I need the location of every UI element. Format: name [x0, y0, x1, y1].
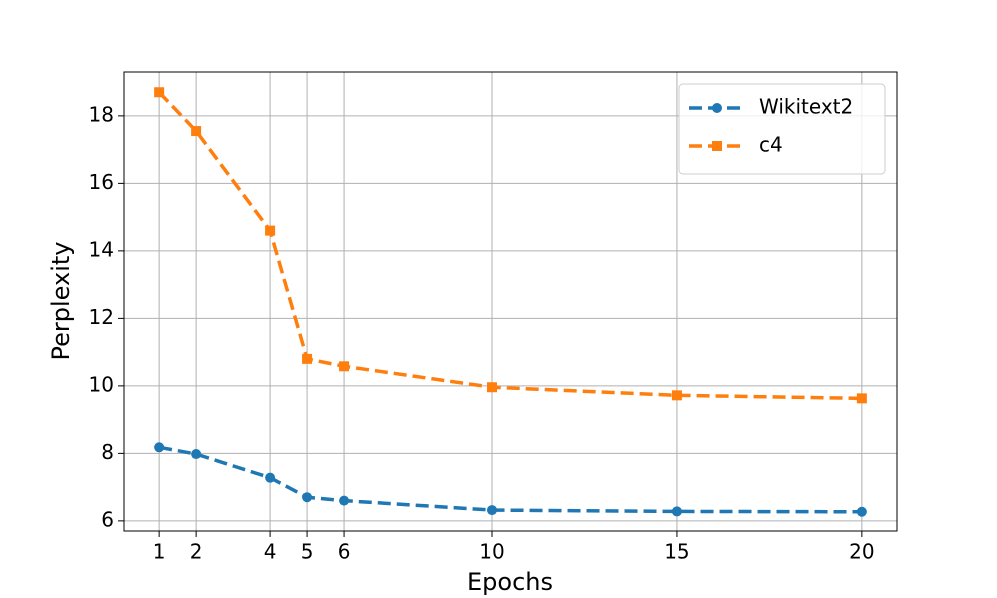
- y-tick-label: 8: [101, 440, 114, 464]
- marker: [339, 495, 350, 506]
- marker: [154, 87, 165, 98]
- marker: [154, 442, 165, 453]
- plot-frame: [123, 71, 898, 532]
- x-tick-label: 5: [301, 540, 314, 564]
- y-tick-label: 14: [89, 237, 114, 261]
- marker: [302, 492, 313, 503]
- x-tick-label: 2: [190, 540, 203, 564]
- marker: [265, 472, 276, 483]
- y-axis-label: Perplexity: [47, 242, 75, 361]
- y-tick-label: 16: [89, 170, 114, 194]
- legend-label: Wikitext2: [759, 95, 853, 119]
- x-tick-label: 15: [664, 540, 689, 564]
- legend-marker: [712, 141, 722, 151]
- marker: [339, 361, 350, 372]
- x-tick-label: 1: [153, 540, 166, 564]
- x-axis-label: Epochs: [467, 568, 553, 596]
- y-tick-label: 6: [101, 507, 114, 531]
- marker: [265, 225, 276, 236]
- marker: [671, 506, 682, 517]
- x-tick-label: 6: [338, 540, 351, 564]
- legend-marker: [712, 103, 722, 113]
- legend-label: c4: [759, 133, 783, 157]
- y-tick-label: 18: [89, 102, 114, 126]
- x-tick-label: 10: [479, 540, 504, 564]
- x-tick-label: 20: [849, 540, 874, 564]
- marker: [487, 505, 498, 516]
- y-tick-label: 10: [89, 372, 114, 396]
- series-line: [157, 91, 862, 401]
- marker: [191, 126, 202, 137]
- marker: [856, 506, 867, 517]
- marker: [671, 390, 682, 401]
- marker: [856, 393, 867, 404]
- series-line: [158, 445, 862, 514]
- marker: [191, 449, 202, 460]
- marker: [302, 353, 313, 364]
- marker: [487, 382, 498, 393]
- y-tick-label: 12: [89, 305, 114, 329]
- x-tick-label: 4: [264, 540, 277, 564]
